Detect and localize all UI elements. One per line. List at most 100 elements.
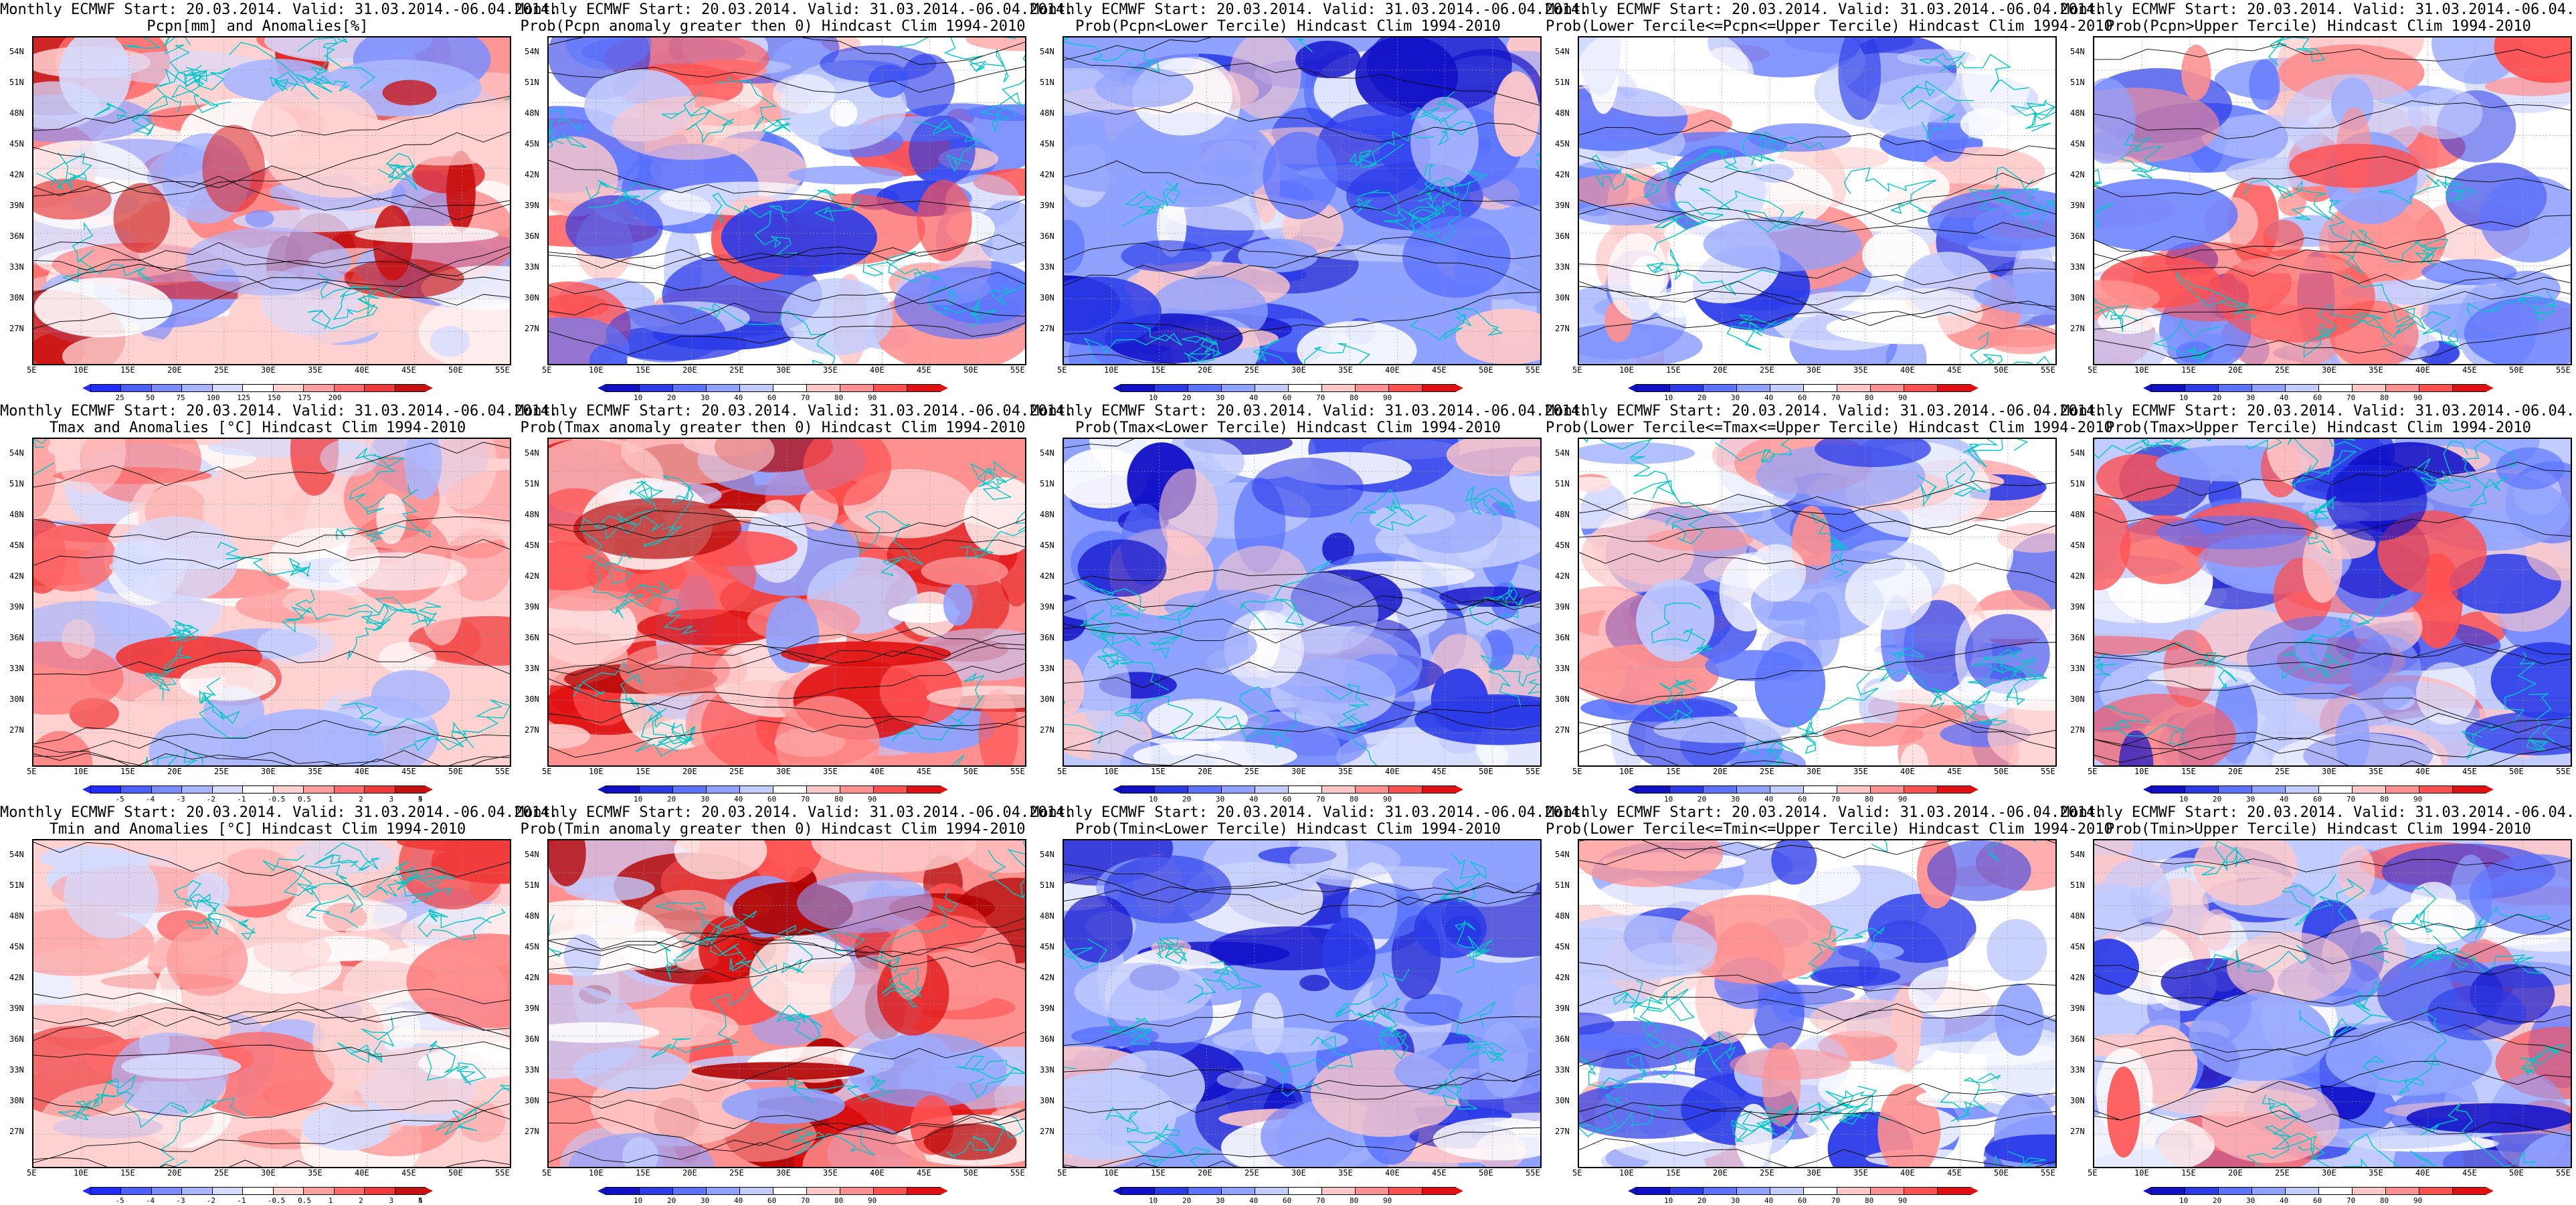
contour-line bbox=[1064, 160, 1540, 219]
colorbar-cell bbox=[1736, 1187, 1770, 1195]
contour-line bbox=[549, 1097, 1025, 1135]
coastline bbox=[927, 286, 998, 327]
field-blob bbox=[2249, 60, 2280, 110]
lat-label: 54N bbox=[1040, 448, 1054, 458]
coastline bbox=[1064, 701, 1104, 745]
field-blob bbox=[1985, 1134, 2055, 1164]
lon-label: 50E bbox=[448, 1168, 463, 1178]
lon-label: 5E bbox=[542, 767, 552, 776]
field-blob bbox=[446, 151, 476, 232]
coastline bbox=[2409, 935, 2447, 969]
colorbar-cell bbox=[2385, 785, 2419, 794]
colorbar-cell bbox=[1837, 785, 1871, 794]
coastline bbox=[1653, 1030, 1736, 1079]
colorbar-tick-label: 50 bbox=[145, 393, 155, 402]
field-blob bbox=[1121, 240, 1212, 272]
field-blob bbox=[2469, 854, 2571, 935]
coastline bbox=[913, 118, 982, 173]
field-blob bbox=[1900, 744, 1929, 765]
coastline bbox=[1825, 1090, 1890, 1123]
coastline bbox=[1535, 152, 1540, 170]
field-blob bbox=[691, 1062, 865, 1081]
colorbar-arrow-right bbox=[425, 1187, 433, 1195]
lat-label: 51N bbox=[2070, 78, 2085, 87]
colorbar-cell bbox=[1770, 785, 1804, 794]
lat-label: 45N bbox=[9, 541, 24, 550]
colorbar-tick-label: 175 bbox=[298, 393, 312, 402]
colorbar-cell bbox=[1255, 384, 1289, 392]
field-blob bbox=[1212, 1027, 1348, 1053]
field-blob bbox=[202, 124, 265, 213]
lon-label: 20E bbox=[682, 1168, 697, 1178]
colorbar-cell bbox=[151, 785, 183, 794]
coastline bbox=[2175, 271, 2256, 320]
lat-label: 54N bbox=[525, 47, 539, 56]
contour-line bbox=[1064, 612, 1540, 644]
lon-label: 15E bbox=[636, 1168, 650, 1178]
contour-line bbox=[1579, 281, 2055, 307]
lat-label: 48N bbox=[1555, 108, 1570, 118]
field-blob bbox=[2097, 308, 2158, 334]
colorbar-tick-label: 30 bbox=[2246, 1196, 2256, 1205]
colorbar-tick-label: 25 bbox=[115, 393, 124, 402]
coastline bbox=[1270, 1035, 1353, 1097]
field-blob bbox=[1404, 994, 1465, 1026]
lon-label: 45E bbox=[1432, 767, 1447, 776]
colorbar-cell bbox=[1288, 384, 1322, 392]
colorbar-cell bbox=[120, 785, 152, 794]
field-blob bbox=[2215, 249, 2375, 343]
lat-label: 39N bbox=[1555, 602, 1570, 612]
lat-label: 42N bbox=[525, 973, 539, 982]
contour-line bbox=[1579, 1138, 2055, 1167]
field-blob bbox=[2094, 280, 2160, 316]
colorbar-cell bbox=[272, 384, 304, 392]
colorbar-cell bbox=[1770, 384, 1804, 392]
field-blob bbox=[360, 112, 510, 166]
coastline bbox=[780, 1128, 875, 1156]
map-panel-pcpn-prob-pos: Monthly ECMWF Start: 20.03.2014. Valid: … bbox=[515, 0, 1073, 402]
coastline bbox=[2369, 887, 2437, 963]
colorbar-tick-label: -3 bbox=[176, 795, 185, 804]
coastline bbox=[1646, 248, 1778, 296]
lon-label: 20E bbox=[2228, 767, 2243, 776]
map-field bbox=[2094, 439, 2571, 765]
colorbar-cell bbox=[1837, 384, 1871, 392]
field-blob bbox=[1147, 699, 1249, 739]
lon-label: 55E bbox=[2041, 365, 2055, 375]
field-blob bbox=[820, 45, 937, 83]
contour-line bbox=[1579, 197, 2055, 227]
colorbar-arrow-left bbox=[2143, 384, 2151, 392]
lon-label: 55E bbox=[495, 1168, 510, 1178]
colorbar-tick-label: -0.5 bbox=[267, 795, 286, 804]
colorbar-tick-label: 40 bbox=[734, 795, 743, 804]
colorbar-tick-label: 40 bbox=[1249, 393, 1259, 402]
coastline bbox=[1416, 164, 1488, 202]
coastline bbox=[1149, 603, 1196, 660]
field-blob bbox=[749, 934, 856, 1016]
colorbar-cell bbox=[211, 384, 244, 392]
colorbar-arrow-right bbox=[2486, 785, 2494, 794]
lat-label: 36N bbox=[1555, 1034, 1570, 1044]
field-blob bbox=[1579, 37, 1749, 117]
lat-label: 33N bbox=[1555, 1065, 1570, 1075]
colorbar-arrow-left bbox=[82, 785, 90, 794]
coastline bbox=[651, 976, 768, 1058]
field-blob bbox=[1730, 1048, 1851, 1081]
colorbar-tick-label: 60 bbox=[767, 795, 777, 804]
colorbar-tick-label: 80 bbox=[834, 393, 844, 402]
colorbar-tick-label: 20 bbox=[2213, 1196, 2222, 1205]
colorbar-cell bbox=[1121, 384, 1155, 392]
coastline bbox=[1349, 130, 1435, 169]
lon-label: 20E bbox=[682, 365, 697, 375]
field-blob bbox=[1091, 710, 1152, 765]
lon-label: 15E bbox=[1151, 365, 1166, 375]
lat-label: 36N bbox=[525, 1034, 539, 1044]
colorbar-cell bbox=[1121, 785, 1155, 794]
lon-label: 25E bbox=[729, 365, 744, 375]
lat-label: 45N bbox=[2070, 139, 2085, 149]
lon-label: 40E bbox=[2415, 767, 2430, 776]
contour-line bbox=[1579, 496, 2055, 536]
colorbar-cell bbox=[773, 384, 807, 392]
colorbar-arrow-right bbox=[1970, 785, 1979, 794]
lon-label: 35E bbox=[823, 365, 838, 375]
